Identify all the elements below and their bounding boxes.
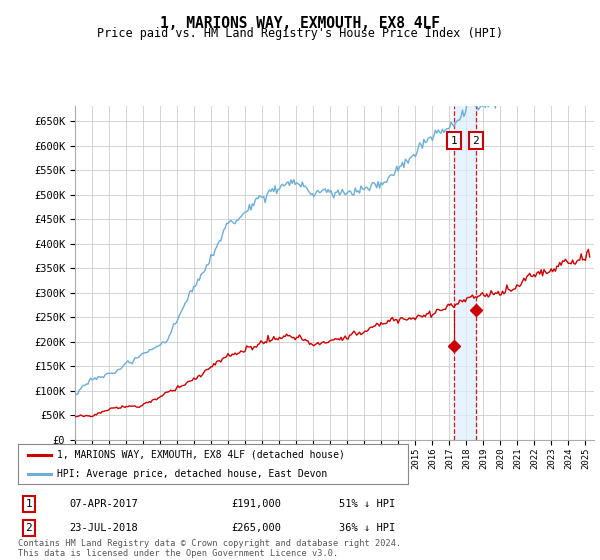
Text: 23-JUL-2018: 23-JUL-2018 (69, 523, 138, 533)
Text: Contains HM Land Registry data © Crown copyright and database right 2024.
This d: Contains HM Land Registry data © Crown c… (18, 539, 401, 558)
Text: 1: 1 (25, 499, 32, 509)
Text: 36% ↓ HPI: 36% ↓ HPI (339, 523, 395, 533)
Bar (454, 106, 476, 440)
Text: 1, MARIONS WAY, EXMOUTH, EX8 4LF: 1, MARIONS WAY, EXMOUTH, EX8 4LF (160, 16, 440, 31)
Text: 2: 2 (473, 136, 479, 146)
Text: 07-APR-2017: 07-APR-2017 (69, 499, 138, 509)
Text: Price paid vs. HM Land Registry's House Price Index (HPI): Price paid vs. HM Land Registry's House … (97, 27, 503, 40)
Text: 1, MARIONS WAY, EXMOUTH, EX8 4LF (detached house): 1, MARIONS WAY, EXMOUTH, EX8 4LF (detach… (57, 450, 345, 460)
Text: HPI: Average price, detached house, East Devon: HPI: Average price, detached house, East… (57, 469, 327, 478)
Text: 2: 2 (25, 523, 32, 533)
Text: 1: 1 (451, 136, 457, 146)
Text: £265,000: £265,000 (231, 523, 281, 533)
Text: 51% ↓ HPI: 51% ↓ HPI (339, 499, 395, 509)
Text: £191,000: £191,000 (231, 499, 281, 509)
